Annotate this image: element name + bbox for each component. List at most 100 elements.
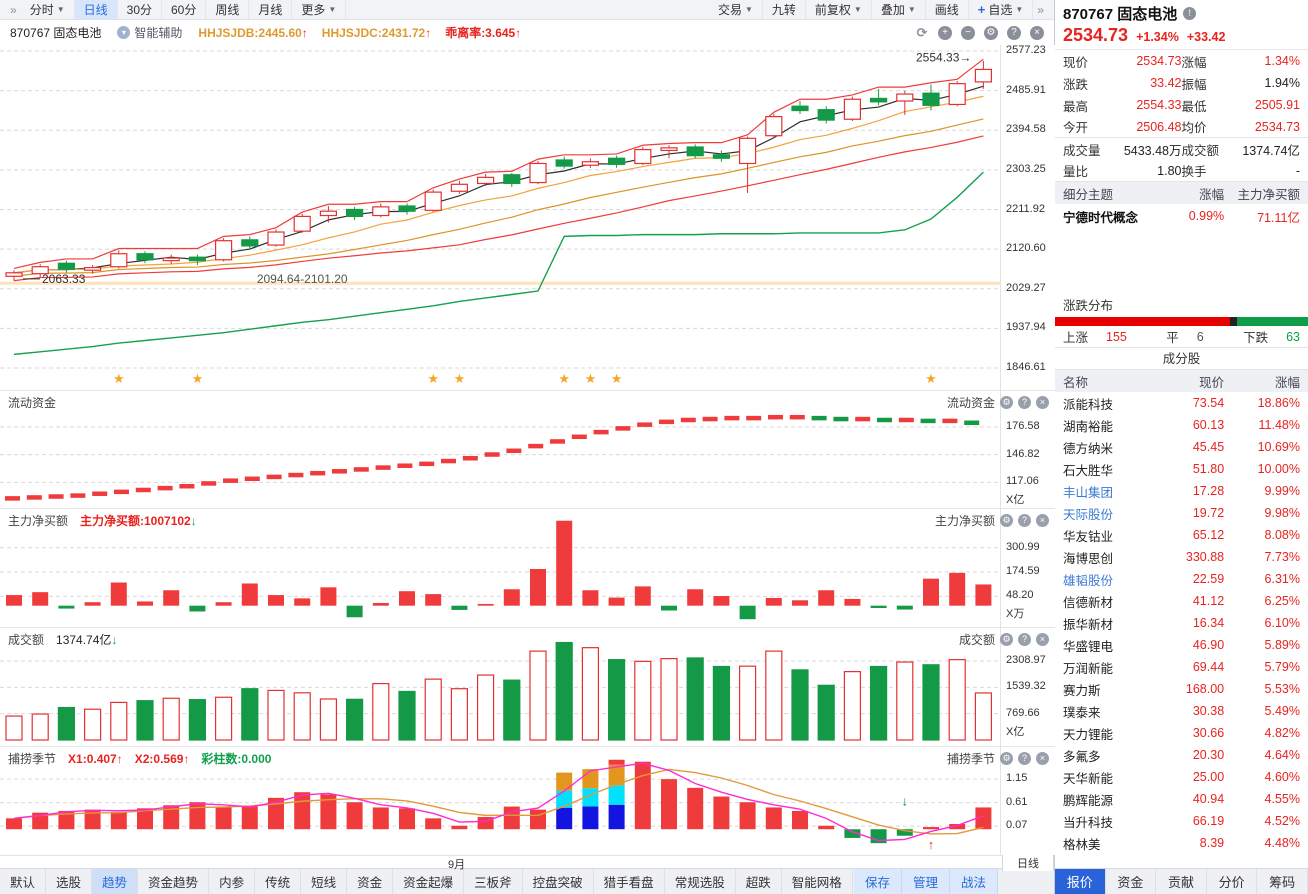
quote-cell: 量比 1.80 bbox=[1063, 161, 1182, 180]
quote-tab-2[interactable]: 贡献 bbox=[1156, 869, 1207, 894]
tool-button-3[interactable]: 叠加 ▼ bbox=[871, 0, 926, 19]
strategy-tab-10[interactable]: 控盘突破 bbox=[523, 869, 594, 894]
constituent-row[interactable]: 鹏辉能源 40.94 4.55% bbox=[1055, 788, 1308, 810]
help-icon[interactable]: ? bbox=[1007, 25, 1021, 40]
stock-name: 赛力斯 bbox=[1063, 683, 1101, 698]
theme-row[interactable]: 宁德时代概念 0.99% 71.11亿 bbox=[1063, 209, 1300, 225]
more-tools-icon[interactable]: » bbox=[1037, 2, 1044, 17]
turnover-panel[interactable]: 2308.97 1539.32 769.66 X亿 成交额 1374.74亿↓ 成交额 ⚙? × bbox=[0, 627, 1055, 746]
constituent-row[interactable]: 丰山集团 17.28 9.99% bbox=[1055, 480, 1308, 502]
quote-tab-4[interactable]: 筹码 bbox=[1257, 869, 1308, 894]
up-arrow-icon: ↑ bbox=[183, 751, 190, 766]
zoom-in-icon[interactable]: + bbox=[938, 25, 952, 40]
zoom-out-icon[interactable]: − bbox=[961, 25, 975, 40]
gear-icon[interactable]: ⚙ bbox=[1000, 633, 1013, 646]
strategy-tab-4[interactable]: 内参 bbox=[209, 869, 256, 894]
quote-row: 最高 2554.33 最低 2505.91 bbox=[1055, 94, 1308, 116]
constituent-row[interactable]: 当升科技 66.19 4.52% bbox=[1055, 810, 1308, 832]
panel-header-right: 主力净买额 ⚙? × bbox=[935, 512, 1049, 529]
constituent-row[interactable]: 天华新能 25.00 4.60% bbox=[1055, 766, 1308, 788]
header-indicator: HHJSJDB:2445.60↑ bbox=[198, 26, 308, 40]
quote-tab-0[interactable]: 报价 bbox=[1055, 869, 1106, 894]
tool-label: 前复权 bbox=[814, 3, 851, 17]
constituent-row[interactable]: 海博思创 330.88 7.73% bbox=[1055, 546, 1308, 568]
constituent-row[interactable]: 赛力斯 168.00 5.53% bbox=[1055, 678, 1308, 700]
tool-button-1[interactable]: 九转 bbox=[762, 0, 806, 19]
period-tab-1[interactable]: 日线 bbox=[74, 0, 118, 19]
strategy-tab-12[interactable]: 常规选股 bbox=[665, 869, 736, 894]
stock-name: 派能科技 bbox=[1063, 397, 1114, 412]
strategy-toolbar: 默认 选股 趋势 资金趋势 内参 传统 短线 资金 资金起爆 三板斧 控盘突破 猎手看盘 常规选股 超跌智… bbox=[0, 868, 1054, 894]
info-icon[interactable]: ! bbox=[1183, 7, 1197, 20]
constituent-row[interactable]: 石大胜华 51.80 10.00% bbox=[1055, 458, 1308, 480]
constituent-row[interactable]: 湖南裕能 60.13 11.48% bbox=[1055, 414, 1308, 436]
close-icon[interactable]: × bbox=[1036, 752, 1049, 765]
close-icon[interactable]: × bbox=[1036, 396, 1049, 409]
axis-tick-label: 1846.61 bbox=[1006, 361, 1046, 373]
constituent-row[interactable]: 德方纳米 45.45 10.69% bbox=[1055, 436, 1308, 458]
strategy-tab-6[interactable]: 短线 bbox=[301, 869, 348, 894]
add-watchlist-button[interactable]: + 自选 ▼ bbox=[968, 0, 1034, 19]
period-tab-3[interactable]: 60分 bbox=[162, 0, 207, 19]
strategy-tab-8[interactable]: 资金起爆 bbox=[393, 869, 465, 894]
constituent-row[interactable]: 格林美 8.39 4.48% bbox=[1055, 832, 1308, 854]
tool-button-2[interactable]: 前复权 ▼ bbox=[805, 0, 872, 19]
strategy-tab-14[interactable]: 智能网格 bbox=[782, 869, 853, 894]
settings-icon[interactable]: ⚙ bbox=[984, 25, 998, 40]
kline-panel[interactable]: ★ ★ ★ ★ ★ ★ ★ ★ 2063.33 2094.64-2101.20 2554.33→ 25… bbox=[0, 44, 1055, 390]
constituent-row[interactable]: 璞泰来 30.38 5.49% bbox=[1055, 700, 1308, 722]
strategy-tab-7[interactable]: 资金 bbox=[347, 869, 394, 894]
quote-tab-3[interactable]: 分价 bbox=[1207, 869, 1258, 894]
main-net-buy-panel[interactable]: 300.99 174.59 48.20 X万 主力净买额 主力净买额:1007102↓ 主力… bbox=[0, 508, 1055, 627]
period-tab-2[interactable]: 30分 bbox=[117, 0, 162, 19]
strategy-tab-0[interactable]: 默认 bbox=[0, 869, 47, 894]
smart-assist-toggle[interactable]: ▾ 智能辅助 bbox=[117, 24, 182, 41]
constituent-row[interactable]: 派能科技 73.54 18.86% bbox=[1055, 392, 1308, 414]
constituent-row[interactable]: 多氟多 20.30 4.64% bbox=[1055, 744, 1308, 766]
strategy-tab-5[interactable]: 传统 bbox=[255, 869, 302, 894]
help-icon[interactable]: ? bbox=[1018, 633, 1031, 646]
help-icon[interactable]: ? bbox=[1018, 752, 1031, 765]
axis-tick-label: 176.58 bbox=[1006, 419, 1040, 432]
help-icon[interactable]: ? bbox=[1018, 396, 1031, 409]
strategy-tab-9[interactable]: 三板斧 bbox=[464, 869, 523, 894]
period-tab-4[interactable]: 周线 bbox=[206, 0, 250, 19]
action-button-1[interactable]: 管理 bbox=[901, 869, 950, 894]
period-tab-5[interactable]: 月线 bbox=[249, 0, 293, 19]
fishing-season-panel[interactable]: ↓ ↑ 1.15 0.61 0.07 捕捞季节 X1:0.407↑ X2:0.569↑ 彩柱数:… bbox=[0, 746, 1055, 855]
strategy-tab-2[interactable]: 趋势 bbox=[92, 869, 139, 894]
close-icon[interactable]: × bbox=[1030, 25, 1044, 40]
constituent-row[interactable]: 雄韬股份 22.59 6.31% bbox=[1055, 568, 1308, 590]
tool-button-0[interactable]: 交易 ▼ bbox=[708, 0, 763, 19]
strategy-tab-11[interactable]: 猎手看盘 bbox=[594, 869, 665, 894]
constituent-row[interactable]: 华盛锂电 46.90 5.89% bbox=[1055, 634, 1308, 656]
strategy-tab-3[interactable]: 资金趋势 bbox=[138, 869, 210, 894]
theme-table-header: 细分主题 涨幅 主力净买额 bbox=[1055, 182, 1308, 204]
liquid-funds-panel[interactable]: 176.58 146.82 117.06 X亿 流动资金 流动资金 ⚙? × bbox=[0, 390, 1055, 508]
refresh-icon[interactable]: ⟳ bbox=[916, 24, 928, 40]
gear-icon[interactable]: ⚙ bbox=[1000, 752, 1013, 765]
gear-icon[interactable]: ⚙ bbox=[1000, 396, 1013, 409]
chart-column: » 分时 ▼ 日线 30分 60分 周线 月线 更多 ▼ 交易 ▼ 九转 前复权 ▼ 叠加 ▼ 画线 + 自选 ▼ … bbox=[0, 0, 1055, 894]
constituent-row[interactable]: 华友钴业 65.12 8.08% bbox=[1055, 524, 1308, 546]
period-tab-0[interactable]: 分时 ▼ bbox=[20, 0, 75, 19]
constituent-row[interactable]: 信德新材 41.12 6.25% bbox=[1055, 590, 1308, 612]
constituent-row[interactable]: 天际股份 19.72 9.98% bbox=[1055, 502, 1308, 524]
quote-value: 2534.73 bbox=[1254, 119, 1300, 134]
close-icon[interactable]: × bbox=[1036, 514, 1049, 527]
period-tab-6[interactable]: 更多 ▼ bbox=[292, 0, 347, 19]
constituent-row[interactable]: 天力锂能 30.66 4.82% bbox=[1055, 722, 1308, 744]
expand-left-icon[interactable]: » bbox=[10, 2, 17, 17]
close-icon[interactable]: × bbox=[1036, 633, 1049, 646]
action-button-0[interactable]: 保存 bbox=[853, 869, 902, 894]
action-button-2[interactable]: 战法 bbox=[949, 869, 998, 894]
constituent-row[interactable]: 万润新能 69.44 5.79% bbox=[1055, 656, 1308, 678]
tool-button-4[interactable]: 画线 bbox=[925, 0, 969, 19]
constituent-row[interactable]: 振华新材 16.34 6.10% bbox=[1055, 612, 1308, 634]
gear-icon[interactable]: ⚙ bbox=[1000, 514, 1013, 527]
stock-name: 璞泰来 bbox=[1063, 705, 1101, 720]
strategy-tab-13[interactable]: 超跌 bbox=[736, 869, 782, 894]
help-icon[interactable]: ? bbox=[1018, 514, 1031, 527]
quote-tab-1[interactable]: 资金 bbox=[1106, 869, 1157, 894]
strategy-tab-1[interactable]: 选股 bbox=[46, 869, 93, 894]
